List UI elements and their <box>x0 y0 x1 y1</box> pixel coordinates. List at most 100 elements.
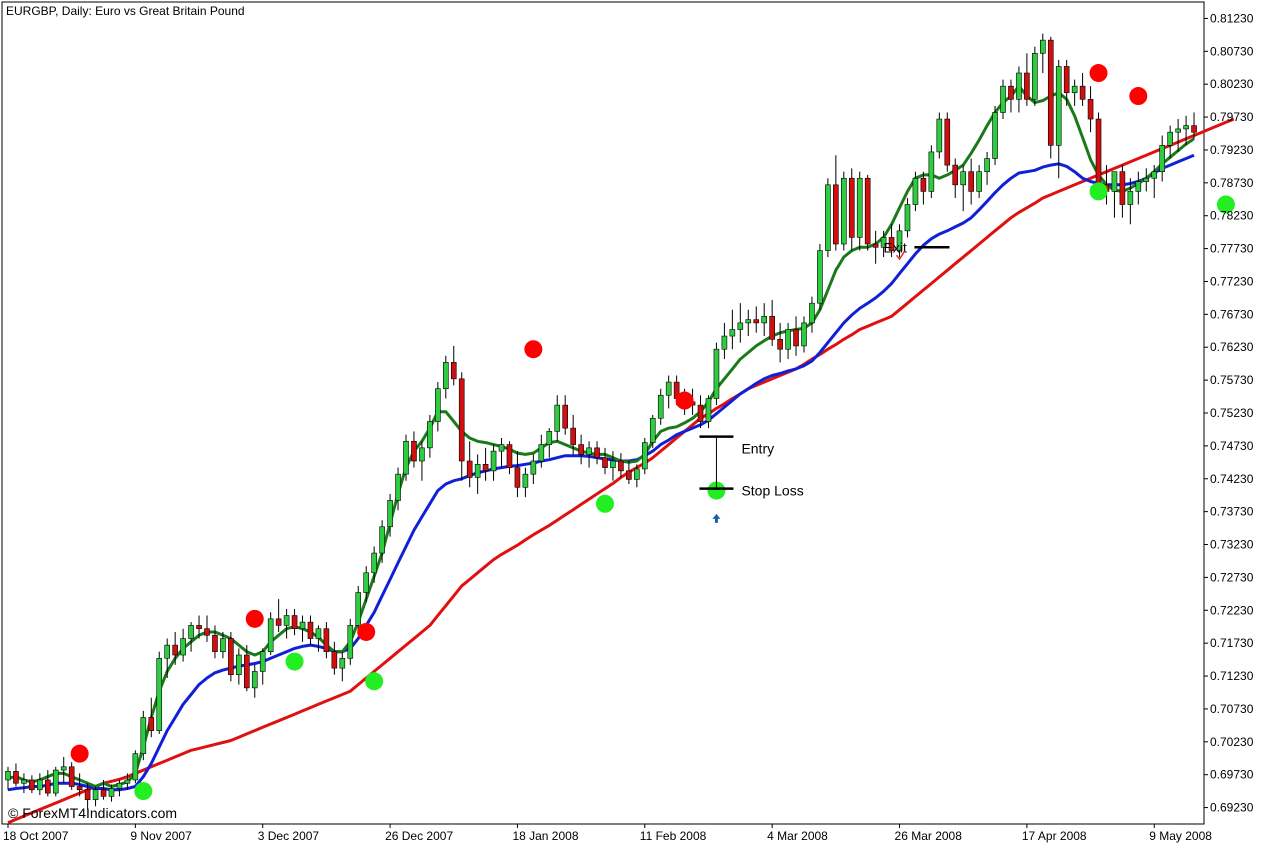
candle <box>419 441 425 481</box>
candle <box>1191 112 1197 139</box>
candle-body-bull <box>498 444 505 452</box>
x-tick-label: 11 Feb 2008 <box>640 829 707 843</box>
y-tick-label: 0.75730 <box>1210 373 1254 387</box>
candle <box>299 615 306 642</box>
stoploss-label: Stop Loss <box>741 483 803 499</box>
y-tick-label: 0.72730 <box>1210 570 1254 584</box>
candle <box>427 414 433 458</box>
candle <box>833 155 839 251</box>
candle-body-bear <box>872 243 879 248</box>
buy-signal-dot <box>134 782 153 801</box>
y-tick-label: 0.78730 <box>1210 176 1254 190</box>
sell-signal-dot <box>245 609 264 628</box>
candle-body-bull <box>880 237 887 248</box>
candle-body-bull <box>363 572 370 593</box>
candle-body-bull <box>530 460 537 475</box>
candle-body-bull <box>960 171 967 186</box>
candle-body-bull <box>92 789 99 800</box>
candle-body-bull <box>236 654 242 676</box>
candle <box>888 224 895 258</box>
candle-body-bull <box>1055 66 1062 146</box>
candle <box>244 645 250 692</box>
candle <box>952 158 959 198</box>
candle-body-bull <box>1127 191 1134 205</box>
candle-body-bull <box>299 621 306 629</box>
y-tick-label: 0.74730 <box>1210 439 1254 453</box>
candle <box>228 631 234 682</box>
candle-body-bull <box>840 177 847 245</box>
candle <box>1087 86 1094 133</box>
candle <box>944 112 951 172</box>
y-tick-label: 0.73230 <box>1210 538 1254 552</box>
candle <box>347 618 354 665</box>
candle-body-bull <box>554 404 561 432</box>
candle-body-bear <box>697 404 704 422</box>
candle-body-bull <box>856 177 863 238</box>
candle <box>267 612 274 655</box>
candle <box>912 171 919 212</box>
candle <box>355 585 362 632</box>
candle-body-bull <box>737 322 744 330</box>
candle-body-bull <box>546 431 553 445</box>
y-tick-label: 0.71230 <box>1210 669 1254 683</box>
candle <box>164 638 170 679</box>
candle-body-bull <box>745 319 752 324</box>
candle <box>474 454 481 494</box>
candle <box>769 299 775 346</box>
y-tick-label: 0.80230 <box>1210 77 1254 91</box>
candle-body-bear <box>618 460 624 472</box>
candle-body-bull <box>976 171 982 192</box>
candle <box>737 303 744 343</box>
candle-body-bull <box>427 421 433 449</box>
candle <box>84 783 91 810</box>
candle-body-bull <box>140 717 147 754</box>
candle-body-bear <box>1191 125 1197 133</box>
x-tick-label: 9 May 2008 <box>1149 829 1212 843</box>
candle <box>992 105 998 166</box>
y-tick-label: 0.78230 <box>1210 209 1254 223</box>
candle <box>37 773 43 796</box>
candle <box>60 756 67 784</box>
candle-body-bear <box>1047 39 1054 146</box>
candle-body-bear <box>1087 99 1094 120</box>
candle <box>1079 73 1086 106</box>
candle <box>371 546 377 583</box>
candle <box>148 697 155 738</box>
candle <box>275 599 282 632</box>
candle <box>562 395 569 435</box>
candle-body-bull <box>387 500 393 528</box>
candle-body-bear <box>172 644 178 656</box>
candle-body-bull <box>1032 52 1038 100</box>
candle-body-bull <box>220 638 226 653</box>
candle <box>1055 59 1062 179</box>
watermark-text: © ForexMT4Indicators.com <box>8 805 177 821</box>
candle-body-bull <box>251 671 258 689</box>
candle <box>52 766 59 797</box>
candle-body-bear <box>506 444 513 468</box>
candle <box>506 441 513 475</box>
entry-label: Entry <box>741 441 774 457</box>
candle <box>236 648 242 685</box>
candle <box>856 171 863 251</box>
candle-body-bull <box>657 394 664 419</box>
candle-body-bear <box>228 638 234 676</box>
candle-body-bear <box>514 467 521 488</box>
candle <box>29 775 35 794</box>
candle <box>490 444 497 481</box>
x-tick-label: 3 Dec 2007 <box>258 829 320 843</box>
candle <box>649 414 656 448</box>
candle <box>44 770 51 797</box>
candle-body-bull <box>347 625 354 659</box>
y-tick-label: 0.80730 <box>1210 44 1254 58</box>
candle <box>976 165 982 198</box>
y-tick-label: 0.77730 <box>1210 242 1254 256</box>
candle-body-bear <box>602 457 608 468</box>
buy-signal-dot <box>1216 195 1235 214</box>
candle-body-bull <box>1000 85 1006 113</box>
candle <box>411 431 417 468</box>
buy-signal-dot <box>365 672 384 691</box>
candle <box>825 178 831 258</box>
candle-body-bear <box>769 316 775 340</box>
candle-body-bull <box>705 398 712 422</box>
